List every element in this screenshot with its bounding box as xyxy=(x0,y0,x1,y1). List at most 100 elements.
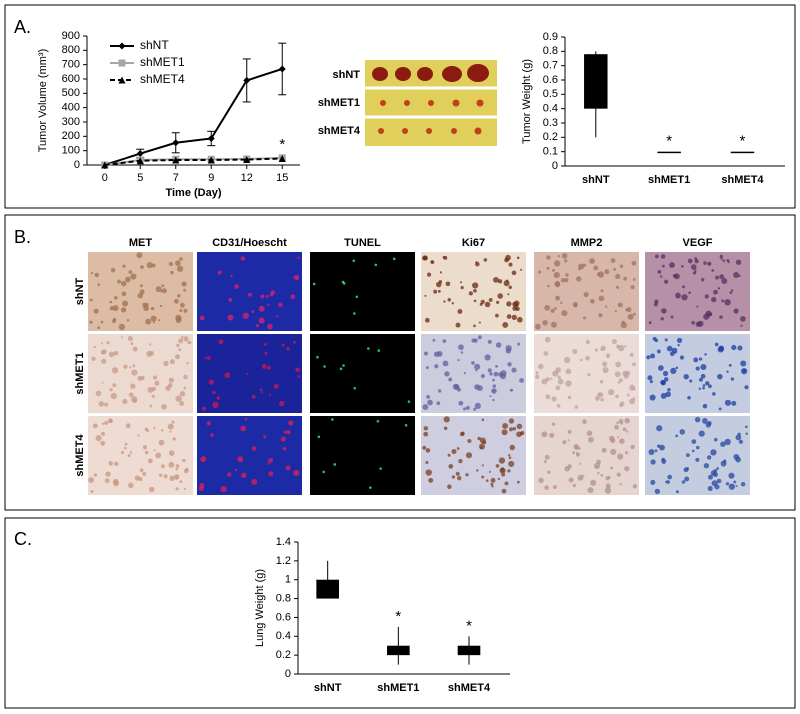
panel-frame xyxy=(4,4,796,209)
texture xyxy=(693,357,699,363)
texture xyxy=(175,260,181,266)
texture xyxy=(564,466,570,472)
texture xyxy=(557,378,564,385)
box xyxy=(316,579,339,599)
texture xyxy=(251,478,258,485)
texture xyxy=(735,434,742,441)
texture xyxy=(647,375,653,381)
texture xyxy=(460,351,464,354)
x-tick-label: shMET1 xyxy=(648,174,690,186)
point xyxy=(207,156,215,164)
texture xyxy=(108,461,114,466)
texture xyxy=(577,474,584,481)
texture xyxy=(251,394,256,399)
texture xyxy=(711,480,718,487)
histology-image xyxy=(88,416,193,495)
texture xyxy=(616,421,619,424)
texture xyxy=(620,422,624,425)
box xyxy=(730,151,755,154)
texture xyxy=(555,295,560,301)
texture xyxy=(480,299,485,304)
texture xyxy=(596,459,601,465)
texture xyxy=(130,383,136,389)
texture xyxy=(508,454,511,457)
texture xyxy=(627,313,634,320)
texture xyxy=(175,487,179,491)
texture xyxy=(554,307,557,310)
texture xyxy=(593,265,599,271)
texture xyxy=(590,298,595,304)
texture xyxy=(740,360,747,367)
texture xyxy=(507,293,510,296)
y-axis-label: Tumor Weight (g) xyxy=(521,59,533,144)
texture xyxy=(504,257,509,263)
texture xyxy=(688,291,691,295)
texture xyxy=(498,457,506,464)
texture xyxy=(466,405,470,410)
x-tick-label: shMET4 xyxy=(448,682,491,694)
x-tick-label: shNT xyxy=(314,682,342,694)
texture xyxy=(199,315,205,321)
texture xyxy=(666,480,670,484)
texture xyxy=(112,305,119,312)
texture xyxy=(267,303,270,306)
texture xyxy=(664,338,668,342)
texture xyxy=(465,473,469,477)
texture xyxy=(93,308,99,314)
texture xyxy=(553,271,560,279)
texture xyxy=(376,419,380,423)
texture xyxy=(278,400,285,407)
point xyxy=(101,161,109,169)
texture xyxy=(694,269,697,272)
texture xyxy=(715,275,719,280)
texture xyxy=(424,351,429,356)
texture xyxy=(517,316,523,323)
texture xyxy=(100,320,104,324)
texture xyxy=(204,356,207,359)
texture xyxy=(660,392,667,399)
texture xyxy=(158,439,165,446)
point xyxy=(207,134,215,142)
texture xyxy=(186,361,189,365)
texture xyxy=(721,299,725,303)
texture xyxy=(267,462,270,465)
texture xyxy=(206,421,211,426)
texture xyxy=(556,404,561,408)
y-tick-label: 0.2 xyxy=(543,131,558,143)
texture xyxy=(146,429,149,433)
texture xyxy=(477,436,481,441)
texture xyxy=(129,366,132,369)
texture xyxy=(511,367,517,373)
texture xyxy=(473,324,476,328)
texture xyxy=(731,400,737,406)
texture xyxy=(654,488,661,495)
texture xyxy=(392,257,396,261)
texture xyxy=(95,435,102,442)
texture xyxy=(316,355,319,359)
texture xyxy=(458,459,463,464)
texture xyxy=(94,272,100,278)
texture xyxy=(721,278,728,284)
texture xyxy=(160,429,164,432)
texture xyxy=(666,345,673,352)
texture xyxy=(712,392,716,396)
texture xyxy=(665,391,671,398)
texture xyxy=(670,367,677,375)
texture xyxy=(183,386,187,390)
texture xyxy=(704,294,709,299)
texture xyxy=(123,364,128,369)
texture xyxy=(286,430,291,435)
texture xyxy=(448,464,454,469)
panel-frame xyxy=(4,214,796,511)
texture xyxy=(600,473,604,477)
texture xyxy=(352,259,356,263)
texture xyxy=(567,439,570,442)
texture xyxy=(244,417,248,421)
y-tick-label: 900 xyxy=(62,30,80,42)
texture xyxy=(127,453,131,458)
y-tick-label: 700 xyxy=(62,59,80,71)
texture xyxy=(437,389,442,393)
texture xyxy=(216,396,220,400)
texture xyxy=(481,464,484,467)
texture xyxy=(549,432,555,438)
